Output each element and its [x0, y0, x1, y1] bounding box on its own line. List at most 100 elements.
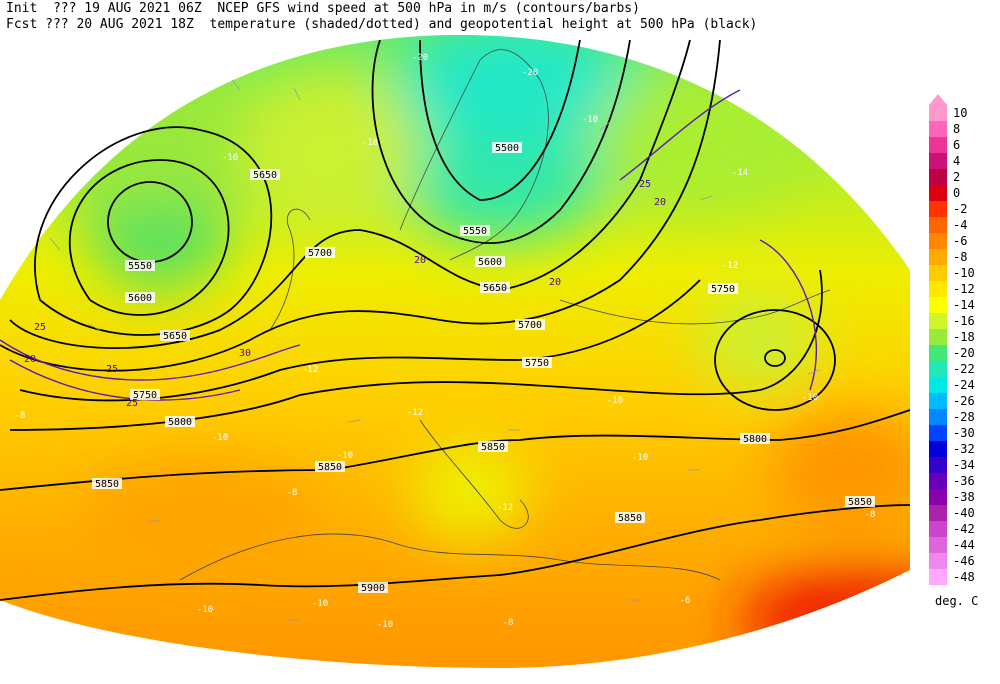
colorbar-label: -22: [953, 362, 975, 376]
wind-speed-label: 25: [34, 322, 46, 333]
height-label: 5600: [478, 257, 502, 268]
height-label: 5800: [168, 417, 192, 428]
colorbar-label: -40: [953, 506, 975, 520]
colorbar-swatch: [929, 137, 947, 153]
colorbar-label: 4: [953, 154, 960, 168]
colorbar-label: -10: [953, 266, 975, 280]
temperature-label: -20: [522, 68, 538, 78]
wind-speed-label: 20: [654, 197, 666, 208]
wind-speed-label: 25: [639, 179, 651, 190]
height-label-bg: [522, 357, 552, 368]
colorbar-swatch: [929, 473, 947, 489]
colorbar-swatch: [929, 281, 947, 297]
height-label: 5650: [253, 170, 277, 181]
temperature-label: -20: [412, 53, 428, 63]
height-label: 5750: [525, 358, 549, 369]
temperature-label: -10: [377, 620, 393, 630]
height-label: 5700: [518, 320, 542, 331]
temperature-label: -8: [15, 411, 26, 421]
colorbar-swatch: [929, 121, 947, 137]
colorbar-swatch: [929, 345, 947, 361]
colorbar-arrow: [929, 94, 947, 105]
colorbar-label: -6: [953, 234, 967, 248]
colorbar-label: -8: [953, 250, 967, 264]
colorbar-label: -24: [953, 378, 975, 392]
temperature-label: -12: [407, 408, 423, 418]
height-label: 5500: [495, 143, 519, 154]
height-label: 5550: [128, 261, 152, 272]
height-label-bg: [515, 319, 545, 330]
colorbar-label: -2: [953, 202, 967, 216]
colorbar-swatch: [929, 377, 947, 393]
wind-speed-label: 25: [126, 398, 138, 409]
height-label: 5650: [163, 331, 187, 342]
coastlines: [179, 49, 831, 581]
colorbar-label: -32: [953, 442, 975, 456]
colorbar-label: -48: [953, 570, 975, 584]
temperature-label: -8: [287, 488, 298, 498]
height-label: 5650: [483, 283, 507, 294]
temperature-label: -16: [222, 153, 238, 163]
colorbar-swatch: [929, 505, 947, 521]
colorbar-swatch: [929, 393, 947, 409]
height-label-bg: [125, 292, 155, 303]
wind-speed-label: 30: [239, 348, 251, 359]
colorbar-swatch: [929, 425, 947, 441]
height-label-bg: [475, 256, 505, 267]
colorbar-label: 8: [953, 122, 960, 136]
temperature-label: -14: [732, 168, 748, 178]
colorbar-swatch: [929, 313, 947, 329]
temperature-shading: [0, 35, 910, 668]
colorbar-label: 10: [953, 106, 967, 120]
temperature-label: -10: [212, 433, 228, 443]
height-label-bg: [305, 247, 335, 258]
colorbar-label: -38: [953, 490, 975, 504]
colorbar-swatch: [929, 457, 947, 473]
height-label-bg: [845, 496, 875, 507]
colorbar-swatch: [929, 217, 947, 233]
temperature-label: -10: [337, 451, 353, 461]
height-label: 5750: [133, 390, 157, 401]
temperature-label: -12: [302, 365, 318, 375]
height-label-bg: [92, 478, 122, 489]
colorbar-label: -18: [953, 330, 975, 344]
wind-barbs: [49, 79, 821, 621]
height-label-bg: [460, 225, 490, 236]
height-label-bg: [615, 512, 645, 523]
colorbar-label: -20: [953, 346, 975, 360]
height-label: 5750: [711, 284, 735, 295]
height-label: 5550: [463, 226, 487, 237]
height-label: 5850: [848, 497, 872, 508]
height-label: 5850: [318, 462, 342, 473]
temperature-label: -10: [582, 115, 598, 125]
colorbar-label: -14: [953, 298, 975, 312]
colorbar-swatch: [929, 169, 947, 185]
colorbar-label: 6: [953, 138, 960, 152]
height-label: 5850: [95, 479, 119, 490]
colorbar-swatch: [929, 153, 947, 169]
colorbar-swatch: [929, 297, 947, 313]
wind-speed-label: 20: [414, 255, 426, 266]
colorbar-swatch: [929, 553, 947, 569]
wind-speed-label: 25: [106, 364, 118, 375]
colorbar-swatch: [929, 249, 947, 265]
colorbar-label: -36: [953, 474, 975, 488]
colorbar-swatch: [929, 265, 947, 281]
colorbar-label: 0: [953, 186, 960, 200]
height-label: 5600: [128, 293, 152, 304]
height-label: 5800: [743, 434, 767, 445]
colorbar-label: -28: [953, 410, 975, 424]
temperature-label: -10: [607, 396, 623, 406]
header-line-1: Init ??? 19 AUG 2021 06Z NCEP GFS wind s…: [6, 1, 640, 16]
colorbar-swatch: [929, 537, 947, 553]
wind-contours: [0, 89, 818, 401]
temperature-label: -10: [632, 453, 648, 463]
temperature-label: -10: [312, 599, 328, 609]
height-label: 5900: [361, 583, 385, 594]
colorbar-swatch: [929, 489, 947, 505]
colorbar-label: -30: [953, 426, 975, 440]
colorbar-swatch: [929, 329, 947, 345]
height-label-bg: [740, 433, 770, 444]
